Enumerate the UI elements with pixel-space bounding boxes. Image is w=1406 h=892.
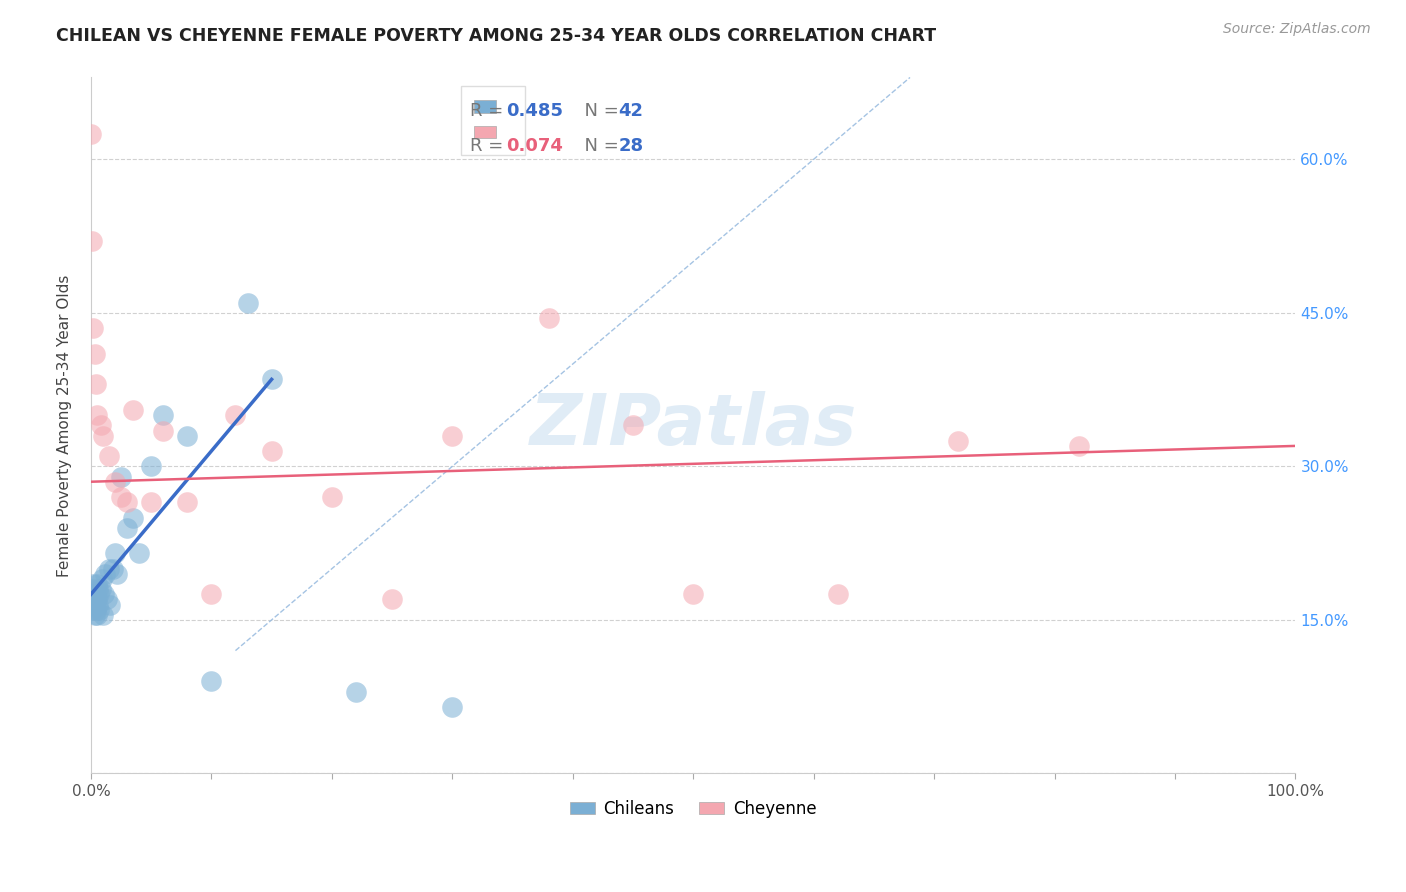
Point (87, 598, 110, 612)
Point (83, 592, 105, 607)
Point (86, 408, 108, 422)
Point (110, 490, 132, 504)
Point (152, 424, 174, 438)
Point (84, 587, 107, 601)
Text: 28: 28 (619, 136, 644, 154)
Point (89, 602, 111, 616)
Point (82, 577, 104, 591)
Point (128, 546, 150, 560)
Point (344, 684, 367, 698)
Point (90, 418, 112, 433)
Y-axis label: Female Poverty Among 25-34 Year Olds: Female Poverty Among 25-34 Year Olds (58, 274, 72, 576)
Text: R =: R = (471, 102, 509, 120)
Point (107, 566, 129, 581)
Point (537, 310, 560, 325)
Point (93, 587, 115, 601)
Point (90, 572, 112, 586)
Point (1067, 439, 1090, 453)
Point (82, 592, 104, 607)
Point (122, 510, 145, 524)
Point (80, 587, 103, 601)
Point (91, 428, 114, 442)
Point (141, 459, 163, 474)
Legend: Chileans, Cheyenne: Chileans, Cheyenne (564, 793, 823, 824)
Point (101, 562, 124, 576)
Text: ZIPatlas: ZIPatlas (530, 391, 856, 460)
Text: 0.074: 0.074 (506, 136, 564, 154)
Text: 42: 42 (619, 102, 644, 120)
Point (176, 428, 198, 442)
Point (176, 495, 198, 509)
Point (84, 602, 107, 616)
Point (84, 377, 107, 392)
Point (82, 321, 104, 335)
Point (87, 582, 110, 597)
Point (621, 418, 644, 433)
Point (260, 444, 283, 458)
Point (682, 587, 704, 601)
Point (83, 607, 105, 622)
Text: Source: ZipAtlas.com: Source: ZipAtlas.com (1223, 22, 1371, 37)
Point (86, 577, 108, 591)
Point (104, 546, 127, 560)
Point (89, 587, 111, 601)
Point (82, 587, 104, 601)
Point (98, 449, 121, 463)
Point (80, 127, 103, 141)
Point (82, 598, 104, 612)
Point (948, 434, 970, 448)
Point (82, 602, 104, 616)
Text: CHILEAN VS CHEYENNE FEMALE POVERTY AMONG 25-34 YEAR OLDS CORRELATION CHART: CHILEAN VS CHEYENNE FEMALE POVERTY AMONG… (56, 27, 936, 45)
Point (83, 347, 105, 361)
Point (115, 521, 138, 535)
Point (200, 587, 222, 601)
Point (82, 234, 104, 248)
Point (98, 598, 121, 612)
Point (96, 592, 118, 607)
Point (224, 408, 246, 422)
Point (141, 495, 163, 509)
Point (80, 598, 103, 612)
Text: N =: N = (572, 136, 624, 154)
Point (90, 582, 112, 597)
Point (260, 372, 283, 386)
Point (82, 582, 104, 597)
Text: N =: N = (572, 102, 624, 120)
Point (236, 295, 259, 310)
Point (200, 674, 222, 689)
Point (91, 607, 114, 622)
Point (321, 490, 343, 504)
Point (441, 428, 464, 442)
Point (827, 587, 849, 601)
Point (98, 562, 121, 576)
Point (104, 475, 127, 489)
Point (441, 699, 464, 714)
Point (86, 592, 108, 607)
Text: 0.485: 0.485 (506, 102, 564, 120)
Point (122, 403, 145, 417)
Text: R =: R = (471, 136, 509, 154)
Point (115, 495, 138, 509)
Point (381, 592, 404, 607)
Point (86, 607, 108, 622)
Point (110, 469, 132, 483)
Point (152, 408, 174, 422)
Point (94, 566, 117, 581)
